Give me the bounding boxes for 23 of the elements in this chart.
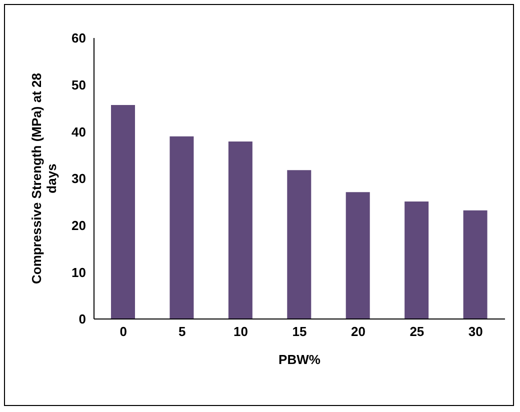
y-tick-label: 20 bbox=[72, 218, 86, 233]
x-tick-label: 25 bbox=[410, 324, 424, 340]
x-axis-title: PBW% bbox=[278, 352, 321, 367]
y-tick-label: 30 bbox=[72, 171, 86, 186]
x-tick-label: 15 bbox=[292, 324, 307, 340]
x-tick-label: 10 bbox=[234, 324, 248, 340]
bar bbox=[346, 192, 370, 319]
x-tick-label: 0 bbox=[120, 324, 127, 340]
y-axis-title: Compressive Strength (MPa) at 28 days bbox=[29, 73, 59, 284]
x-tick-label: 30 bbox=[468, 324, 483, 340]
x-tick-label: 20 bbox=[350, 324, 366, 340]
bar bbox=[404, 201, 429, 319]
bar bbox=[111, 104, 135, 319]
y-tick-label: 0 bbox=[78, 312, 86, 327]
y-tick-label: 40 bbox=[72, 124, 86, 140]
x-tick-label: 5 bbox=[178, 324, 186, 340]
bar bbox=[228, 142, 252, 319]
y-tick-label: 50 bbox=[72, 77, 86, 92]
y-tick-label: 60 bbox=[72, 30, 86, 46]
bar bbox=[170, 136, 194, 319]
y-tick-label: 10 bbox=[72, 264, 86, 280]
bar bbox=[463, 210, 488, 319]
bar bbox=[287, 170, 312, 319]
